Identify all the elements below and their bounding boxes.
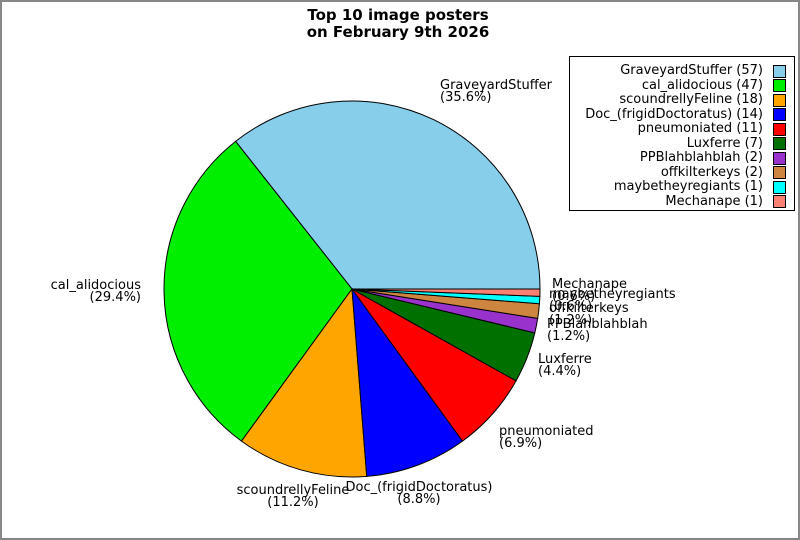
legend-color-swatch: [773, 79, 786, 93]
legend-label: scoundrellyFeline (18): [619, 92, 763, 108]
pie-label-percent: (11.2%): [267, 495, 319, 510]
pie-label-Luxferre: Luxferre (4.4%): [538, 352, 592, 379]
pie-label-pneumoniated: pneumoniated (6.9%): [499, 424, 594, 451]
pie-label-name: Mechanape: [552, 277, 628, 292]
pie-label-offkilterkeys: offkilterkeys (1.2%): [549, 301, 629, 328]
pie-label-cal_alidocious: cal_alidocious (29.4%): [50, 278, 141, 305]
pie-label-Doc_(frigidDoctoratus): Doc_(frigidDoctoratus) (8.8%): [319, 480, 519, 507]
pie-label-name: PPBlahblahblah: [547, 317, 648, 332]
pie-slice-scoundrellyFeline: [240, 287, 368, 478]
pie-label-PPBlahblahblah: PPBlahblahblah (1.2%): [547, 317, 648, 344]
pie-label-name: scoundrellyFeline: [236, 483, 350, 498]
pie-label-name: pneumoniated: [499, 424, 594, 439]
legend-color-swatch: [773, 93, 786, 107]
pie-label-percent: (29.4%): [89, 290, 141, 305]
pie-label-percent: (6.9%): [499, 436, 543, 451]
legend-color-swatch: [773, 195, 786, 209]
pie-label-percent: (0.6%): [549, 299, 593, 314]
pie-slice-Mechanape: [351, 288, 541, 297]
legend-color-swatch: [773, 180, 786, 194]
pie-label-percent: (8.8%): [397, 492, 441, 507]
pie-label-percent: (1.2%): [547, 329, 591, 344]
legend-box: GraveyardStuffer (57) cal_alidocious (47)…: [569, 56, 795, 211]
pie-label-name: maybetheyregiants: [549, 287, 676, 302]
pie-label-scoundrellyFeline: scoundrellyFeline (11.2%): [193, 483, 393, 510]
pie-label-name: cal_alidocious: [50, 278, 141, 293]
legend-label: Doc_(frigidDoctoratus) (14): [585, 106, 763, 122]
pie-label-percent: (4.4%): [538, 364, 582, 379]
pie-label-name: Luxferre: [538, 352, 592, 367]
legend-row-pneumoniated: pneumoniated (11): [576, 122, 786, 137]
legend-label: maybetheyregiants (1): [613, 179, 763, 195]
legend-row-Luxferre: Luxferre (7): [576, 135, 786, 152]
legend-color-swatch: [773, 166, 786, 180]
legend-row-scoundrellyFeline: scoundrellyFeline (18): [576, 93, 786, 108]
pie-label-name: Doc_(frigidDoctoratus): [345, 480, 493, 495]
chart-title-line2: on February 9th 2026: [306, 23, 490, 41]
pie-label-name: offkilterkeys: [549, 301, 629, 316]
legend-row-maybetheyregiants: maybetheyregiants (1): [576, 180, 786, 195]
pie-slice-cal_alidocious: [163, 140, 353, 442]
legend-label: Luxferre (7): [686, 135, 763, 151]
pie-slice-GraveyardStuffer: [234, 100, 541, 290]
legend-color-swatch: [773, 151, 786, 165]
legend-row-offkilterkeys: offkilterkeys (2): [576, 164, 786, 181]
pie-label-percent: (35.6%): [440, 90, 492, 105]
legend-label: Mechanape (1): [665, 193, 763, 209]
legend-label: cal_alidocious (47): [641, 77, 763, 93]
legend-row-GraveyardStuffer: GraveyardStuffer (57): [576, 64, 786, 79]
pie-label-GraveyardStuffer: GraveyardStuffer (35.6%): [440, 78, 552, 105]
legend-color-swatch: [773, 108, 786, 122]
legend-label: pneumoniated (11): [637, 121, 763, 137]
pie-label-name: GraveyardStuffer: [440, 78, 552, 93]
pie-slice-Doc_(frigidDoctoratus): [351, 287, 464, 477]
legend-color-swatch: [773, 64, 786, 78]
legend-label: PPBlahblahblah (2): [639, 150, 763, 166]
legend-row-Doc_(frigidDoctoratus): Doc_(frigidDoctoratus) (14): [576, 106, 786, 123]
pie-label-maybetheyregiants: maybetheyregiants (0.6%): [549, 287, 676, 314]
legend-row-cal_alidocious: cal_alidocious (47): [576, 77, 786, 94]
legend-row-PPBlahblahblah: PPBlahblahblah (2): [576, 151, 786, 166]
legend-color-swatch: [773, 122, 786, 136]
pie-label-Mechanape: Mechanape (0.6%): [552, 277, 628, 304]
chart-title-line1: Top 10 image posters: [307, 6, 489, 24]
legend-color-swatch: [773, 137, 786, 151]
pie-label-percent: (0.6%): [552, 289, 596, 304]
legend-row-Mechanape: Mechanape (1): [576, 193, 786, 210]
pie-label-percent: (1.2%): [549, 313, 593, 328]
legend-label: GraveyardStuffer (57): [620, 63, 763, 79]
chart-title: Top 10 image posters on February 9th 202…: [248, 7, 548, 41]
legend-label: offkilterkeys (2): [660, 164, 763, 180]
